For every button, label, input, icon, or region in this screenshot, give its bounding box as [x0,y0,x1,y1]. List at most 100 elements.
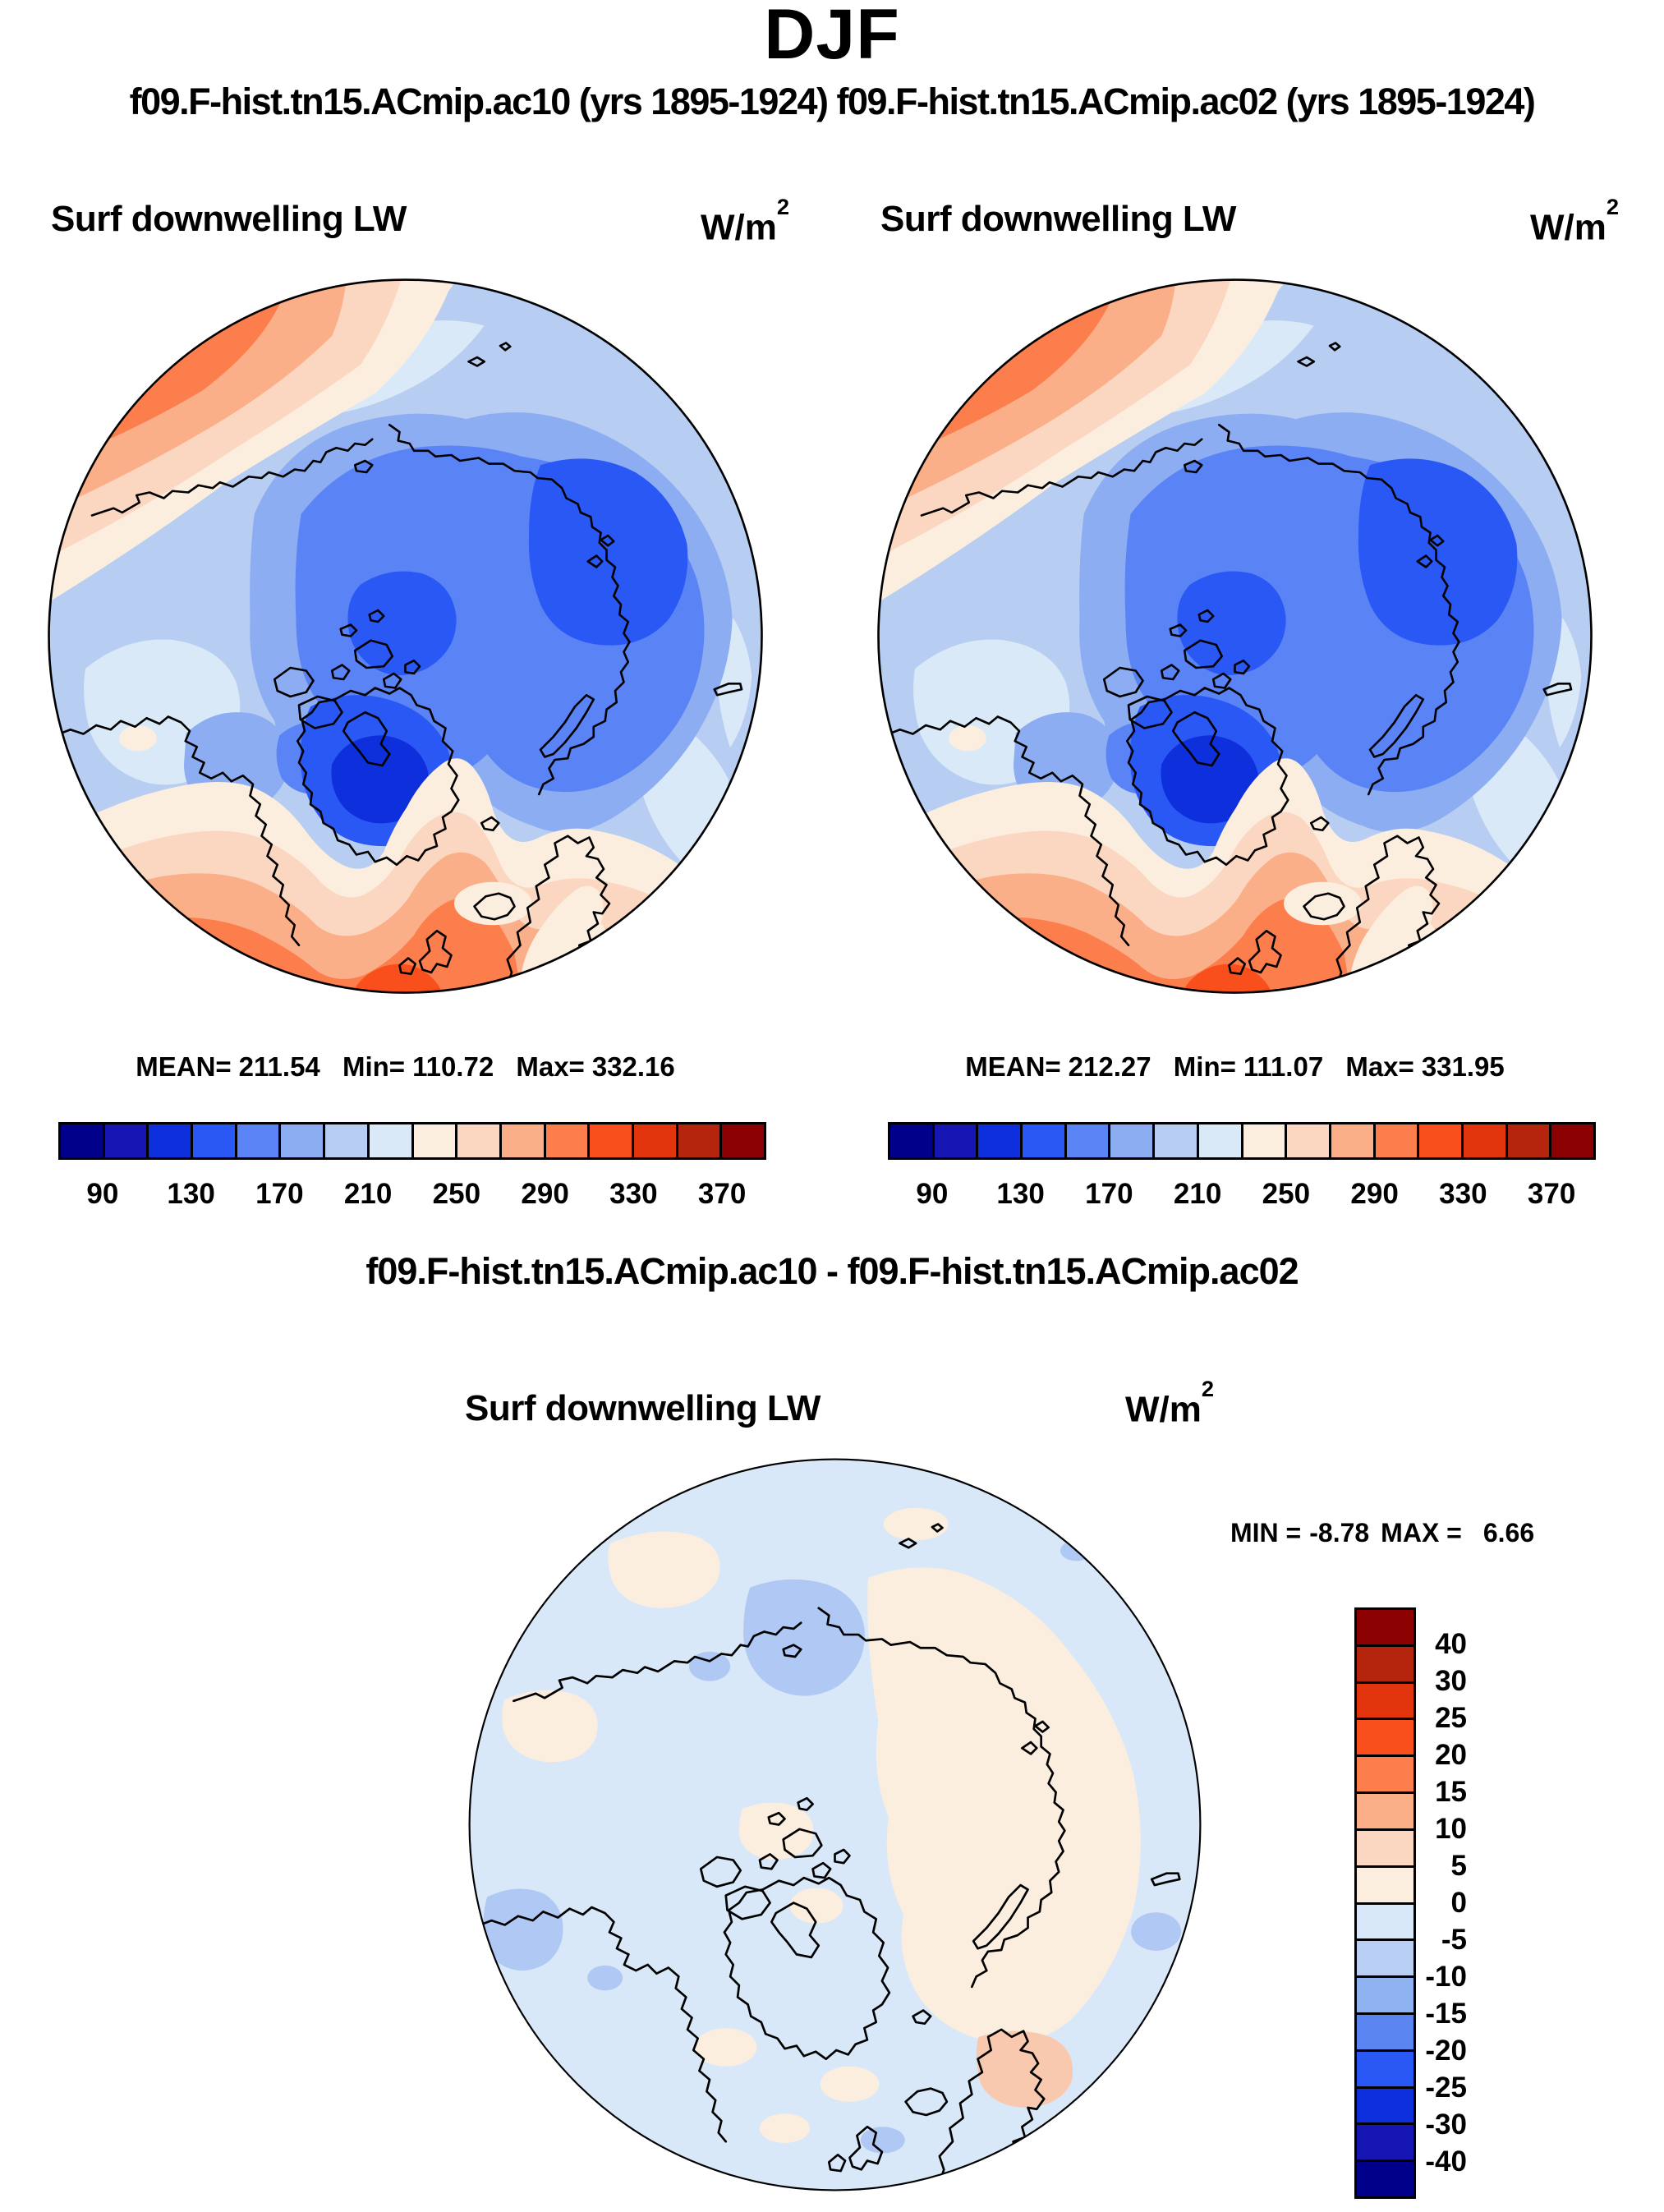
max-value: 332.16 [591,1051,675,1082]
diff-max-label: MAX = [1381,1518,1462,1547]
colorbar-tick-label: 0 [1450,1887,1467,1919]
colorbar-segment [325,1124,370,1157]
colorbar-segment [545,1124,591,1157]
colorbar-segment [1357,1904,1413,1942]
panel-2-stats: MEAN= 212.27 Min= 111.07 Max= 331.95 [876,1051,1594,1083]
colorbar-tick-label: 25 [1435,1702,1467,1734]
colorbar-tick-label: 5 [1450,1850,1467,1882]
colorbar-left-ticks: 90 130 170 210 250 290 330 370 [58,1176,766,1214]
colorbar-segment [61,1124,105,1157]
lw-difference-map [467,1456,1203,2193]
colorbar-tick-label: 330 [609,1178,658,1210]
colorbar-segment [722,1124,764,1157]
min-label: Min= [342,1051,406,1082]
diff-minmax: MIN = -8.78 MAX = 6.66 [1230,1518,1534,1548]
colorbar-segment [193,1124,237,1157]
colorbar-tick-label: -40 [1425,2145,1467,2178]
colorbar-segment [281,1124,326,1157]
runs-subtitle: f09.F-hist.tn15.ACmip.ac10 (yrs 1895-192… [129,80,1536,122]
colorbar-tick-label: 40 [1435,1628,1467,1660]
colorbar-segment [1357,1867,1413,1905]
colorbar-diff [1354,1607,1416,2199]
panel-1-title: Surf downwelling LW [51,199,407,239]
diff-panel-header: Surf downwelling LW W/m2 [465,1376,1214,1434]
colorbar-segment [1357,2014,1413,2052]
colorbar-segment [1357,2125,1413,2163]
max-value: 331.95 [1421,1051,1505,1082]
colorbar-tick-label: 370 [697,1178,747,1210]
colorbar-segment [1357,1646,1413,1684]
colorbar-segment [1110,1124,1156,1157]
colorbar-tick-label: 250 [1262,1178,1311,1210]
colorbar-tick-label: 90 [916,1178,949,1210]
colorbar-tick-label: 130 [996,1178,1045,1210]
max-label: Max= [1345,1051,1414,1082]
colorbar-segment [1198,1124,1243,1157]
min-label: Min= [1173,1051,1236,1082]
colorbar-right [888,1122,1596,1160]
colorbar-tick-label: 170 [1085,1178,1133,1210]
colorbar-segment [1357,1610,1413,1647]
max-label: Max= [516,1051,585,1082]
colorbar-segment [1357,1720,1413,1758]
colorbar-segment [1507,1124,1552,1157]
colorbar-segment [1357,1941,1413,1979]
diff-panel-units: W/m2 [1124,1376,1214,1431]
min-value: 111.07 [1243,1051,1324,1082]
colorbar-segment [413,1124,458,1157]
colorbar-segment [1357,1794,1413,1831]
lw-map-ac10 [46,277,765,996]
diff-panel-title: Surf downwelling LW [465,1388,821,1428]
colorbar-tick-label: 90 [86,1178,119,1210]
colorbar-segment [1357,2051,1413,2089]
units-exponent: 2 [776,194,789,219]
units-base: W/m [1124,1389,1202,1430]
colorbar-segment [501,1124,546,1157]
units-exponent: 2 [1606,194,1619,219]
diff-min-label: MIN = [1230,1518,1302,1547]
mean-value: 212.27 [1068,1051,1151,1082]
colorbar-segment [1155,1124,1199,1157]
colorbar-segment [1463,1124,1508,1157]
colorbar-segment [237,1124,282,1157]
colorbar-segment [978,1124,1023,1157]
colorbar-segment [590,1124,634,1157]
colorbar-tick-label: 250 [432,1178,481,1210]
colorbar-tick-label: 15 [1435,1776,1467,1808]
colorbar-segment [1331,1124,1376,1157]
colorbar-segment [1357,1978,1413,2015]
colorbar-segment [1375,1124,1420,1157]
colorbar-tick-label: 30 [1435,1665,1467,1697]
colorbar-tick-label: -10 [1425,1961,1467,1993]
colorbar-tick-label: 10 [1435,1813,1467,1845]
diff-min-value: -8.78 [1309,1518,1370,1547]
colorbar-tick-label: 370 [1527,1178,1576,1210]
colorbar-tick-label: 290 [521,1178,569,1210]
colorbar-segment [1419,1124,1464,1157]
colorbar-tick-label: 290 [1350,1178,1399,1210]
colorbar-tick-label: -5 [1441,1924,1467,1956]
colorbar-segment [1357,2088,1413,2126]
panel-2-units: W/m2 [1529,194,1619,250]
colorbar-tick-label: -15 [1425,1998,1467,2030]
colorbar-segment [633,1124,678,1157]
diff-max-value: 6.66 [1482,1518,1535,1547]
colorbar-segment [1023,1124,1067,1157]
colorbar-tick-label: 20 [1435,1739,1467,1771]
colorbar-tick-label: 130 [167,1178,215,1210]
colorbar-segment [369,1124,414,1157]
units-exponent: 2 [1201,1376,1214,1401]
units-base: W/m [1529,207,1607,248]
colorbar-segment [457,1124,502,1157]
difference-heading: f09.F-hist.tn15.ACmip.ac10 - f09.F-hist.… [365,1250,1299,1292]
colorbar-segment [1357,1830,1413,1868]
mean-label: MEAN= [965,1051,1061,1082]
panel-1-units: W/m2 [701,194,789,250]
colorbar-tick-label: 210 [1173,1178,1222,1210]
panel-1-stats: MEAN= 211.54 Min= 110.72 Max= 332.16 [46,1051,765,1083]
mean-label: MEAN= [136,1051,232,1082]
colorbar-tick-label: 210 [343,1178,393,1210]
panel-2-title: Surf downwelling LW [880,199,1236,239]
colorbar-segment [890,1124,935,1157]
colorbar-segment [678,1124,723,1157]
